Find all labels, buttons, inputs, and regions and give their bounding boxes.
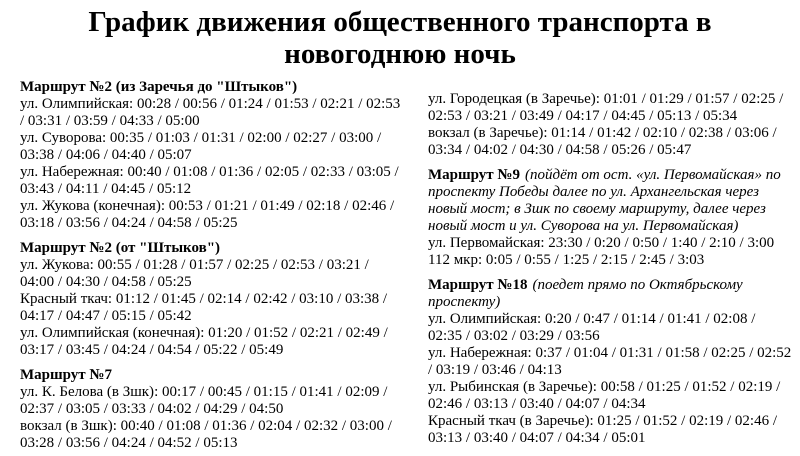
route-heading-text: Маршрут №2 (из Заречья до "Штыков") xyxy=(20,78,298,95)
schedule-entry: ул. Набережная0:37 / 01:04 / 01:31 / 01:… xyxy=(428,345,792,379)
route-section: Маршрут №2 (из Заречья до "Штыков") ул. О… xyxy=(20,79,402,232)
stop-name: вокзал (в Заречье) xyxy=(428,125,551,141)
page-title: График движения общественного транспорта… xyxy=(88,6,712,70)
stop-times: 0:37 / 01:04 / 01:31 / 01:58 / 02:25 / 0… xyxy=(428,344,792,378)
schedule-entry: ул. Жукова00:55 / 01:28 / 01:57 / 02:25 … xyxy=(20,257,402,291)
schedule-entry: ул. Олимпийская (конечная)01:20 / 01:52 … xyxy=(20,325,402,359)
stop-name: ул. Первомайская xyxy=(428,235,548,251)
stop-times: 01:01 / 01:29 / 01:57 / 02:25 / 02:53 / … xyxy=(428,90,784,124)
route-section: Маршрут №9 (пойдёт от ост. «ул. Первомайс… xyxy=(428,167,792,269)
stop-times: 0:20 / 0:47 / 01:14 / 01:41 / 02:08 / 02… xyxy=(428,310,756,344)
stop-times: 00:53 / 01:21 / 01:49 / 02:18 / 02:46 / … xyxy=(20,197,395,231)
stop-name: ул. Набережная xyxy=(20,164,127,180)
route-section: Маршрут №18 (поедет прямо по Октябрьскому… xyxy=(428,277,792,447)
route-section: ул. Городецкая (в Заречье)01:01 / 01:29 … xyxy=(428,91,792,159)
route-heading: Маршрут №2 (из Заречья до "Штыков") xyxy=(20,79,402,96)
stop-name: ул. Суворова xyxy=(20,130,110,146)
schedule-entry: вокзал (в Зшк)00:40 / 01:08 / 01:36 / 02… xyxy=(20,418,402,452)
stop-name: ул. Олимпийская xyxy=(20,96,137,112)
stop-times: 0:05 / 0:55 / 1:25 / 2:15 / 2:45 / 3:03 xyxy=(485,251,705,268)
schedule-entry: вокзал (в Заречье)01:14 / 01:42 / 02:10 … xyxy=(428,125,792,159)
route-heading-text: Маршрут №2 (от "Штыков") xyxy=(20,239,221,256)
stop-times: 01:14 / 01:42 / 02:10 / 02:38 / 03:06 / … xyxy=(428,124,777,158)
stop-name: 112 мкр xyxy=(428,252,486,268)
stop-name: Красный ткач (в Заречье) xyxy=(428,413,597,429)
route-section: Маршрут №2 (от "Штыков")ул. Жукова00:55 … xyxy=(20,240,402,359)
schedule-entry: ул. Первомайская23:30 / 0:20 / 0:50 / 1:… xyxy=(428,235,792,252)
stop-times: 00:40 / 01:08 / 01:36 / 02:05 / 02:33 / … xyxy=(20,163,399,197)
route-note: (поедет прямо по Октябрьскому проспекту) xyxy=(428,276,743,310)
route-heading: Маршрут №18 (поедет прямо по Октябрьскому… xyxy=(428,277,792,311)
stop-times: 00:28 / 00:56 / 01:24 / 01:53 / 02:21 / … xyxy=(20,95,401,129)
schedule-entry: ул. Рыбинская (в Заречье)00:58 / 01:25 /… xyxy=(428,379,792,413)
route-heading: Маршрут №2 (от "Штыков") xyxy=(20,240,402,257)
route-heading: Маршрут №9 (пойдёт от ост. «ул. Первомайс… xyxy=(428,167,792,235)
stop-times: 23:30 / 0:20 / 0:50 / 1:40 / 2:10 / 3:00 xyxy=(548,234,775,251)
stop-times: 00:35 / 01:03 / 01:31 / 02:00 / 02:27 / … xyxy=(20,129,382,163)
stop-name: ул. Городецкая (в Заречье) xyxy=(428,91,604,107)
route-note: (пойдёт от ост. «ул. Первомайская» по пр… xyxy=(428,166,781,234)
stop-name: ул. Жукова (конечная) xyxy=(20,198,169,214)
schedule-entry: ул. Олимпийская0:20 / 0:47 / 01:14 / 01:… xyxy=(428,311,792,345)
schedule-entry: Красный ткач (в Заречье)01:25 / 01:52 / … xyxy=(428,413,792,447)
route-heading-text: Маршрут №18 xyxy=(428,276,528,293)
schedule-entry: ул. Суворова00:35 / 01:03 / 01:31 / 02:0… xyxy=(20,130,402,164)
stop-name: вокзал (в Зшк) xyxy=(20,418,121,434)
route-heading-text: Маршрут №7 xyxy=(20,366,112,383)
schedule-entry: ул. Набережная00:40 / 01:08 / 01:36 / 02… xyxy=(20,164,402,198)
stop-times: 01:25 / 01:52 / 02:19 / 02:46 / 03:13 / … xyxy=(428,412,778,446)
stop-times: 00:40 / 01:08 / 01:36 / 02:04 / 02:32 / … xyxy=(20,417,392,451)
stop-times: 00:58 / 01:25 / 01:52 / 02:19 / 02:46 / … xyxy=(428,378,781,412)
route-heading: Маршрут №7 xyxy=(20,367,402,384)
stop-times: 00:55 / 01:28 / 01:57 / 02:25 / 02:53 / … xyxy=(20,256,369,290)
schedule-entry: 112 мкр0:05 / 0:55 / 1:25 / 2:15 / 2:45 … xyxy=(428,252,792,269)
stop-name: ул. Рыбинская (в Заречье) xyxy=(428,379,601,395)
schedule-entry: ул. Олимпийская00:28 / 00:56 / 01:24 / 0… xyxy=(20,96,402,130)
schedule-entry: Красный ткач01:12 / 01:45 / 02:14 / 02:4… xyxy=(20,291,402,325)
stop-name: ул. Олимпийская xyxy=(428,311,545,327)
route-heading-text: Маршрут №9 xyxy=(428,166,520,183)
stop-name: ул. Набережная xyxy=(428,345,535,361)
stop-name: ул. Жукова xyxy=(20,257,98,273)
column-right: ул. Городецкая (в Заречье)01:01 / 01:29 … xyxy=(428,79,792,447)
stop-name: ул. Олимпийская (конечная) xyxy=(20,325,208,341)
stop-name: ул. К. Белова (в Зшк) xyxy=(20,384,162,400)
column-left: Маршрут №2 (из Заречья до "Штыков") ул. О… xyxy=(20,79,402,452)
stop-times: 00:17 / 00:45 / 01:15 / 01:41 / 02:09 / … xyxy=(20,383,388,417)
schedule-entry: ул. Городецкая (в Заречье)01:01 / 01:29 … xyxy=(428,91,792,125)
schedule-entry: ул. К. Белова (в Зшк)00:17 / 00:45 / 01:… xyxy=(20,384,402,418)
stop-times: 01:20 / 01:52 / 02:21 / 02:49 / 03:17 / … xyxy=(20,324,388,358)
stop-name: Красный ткач xyxy=(20,291,116,307)
schedule-entry: ул. Жукова (конечная)00:53 / 01:21 / 01:… xyxy=(20,198,402,232)
schedule-columns: Маршрут №2 (из Заречья до "Штыков") ул. О… xyxy=(0,79,800,452)
stop-times: 01:12 / 01:45 / 02:14 / 02:42 / 03:10 / … xyxy=(20,290,388,324)
